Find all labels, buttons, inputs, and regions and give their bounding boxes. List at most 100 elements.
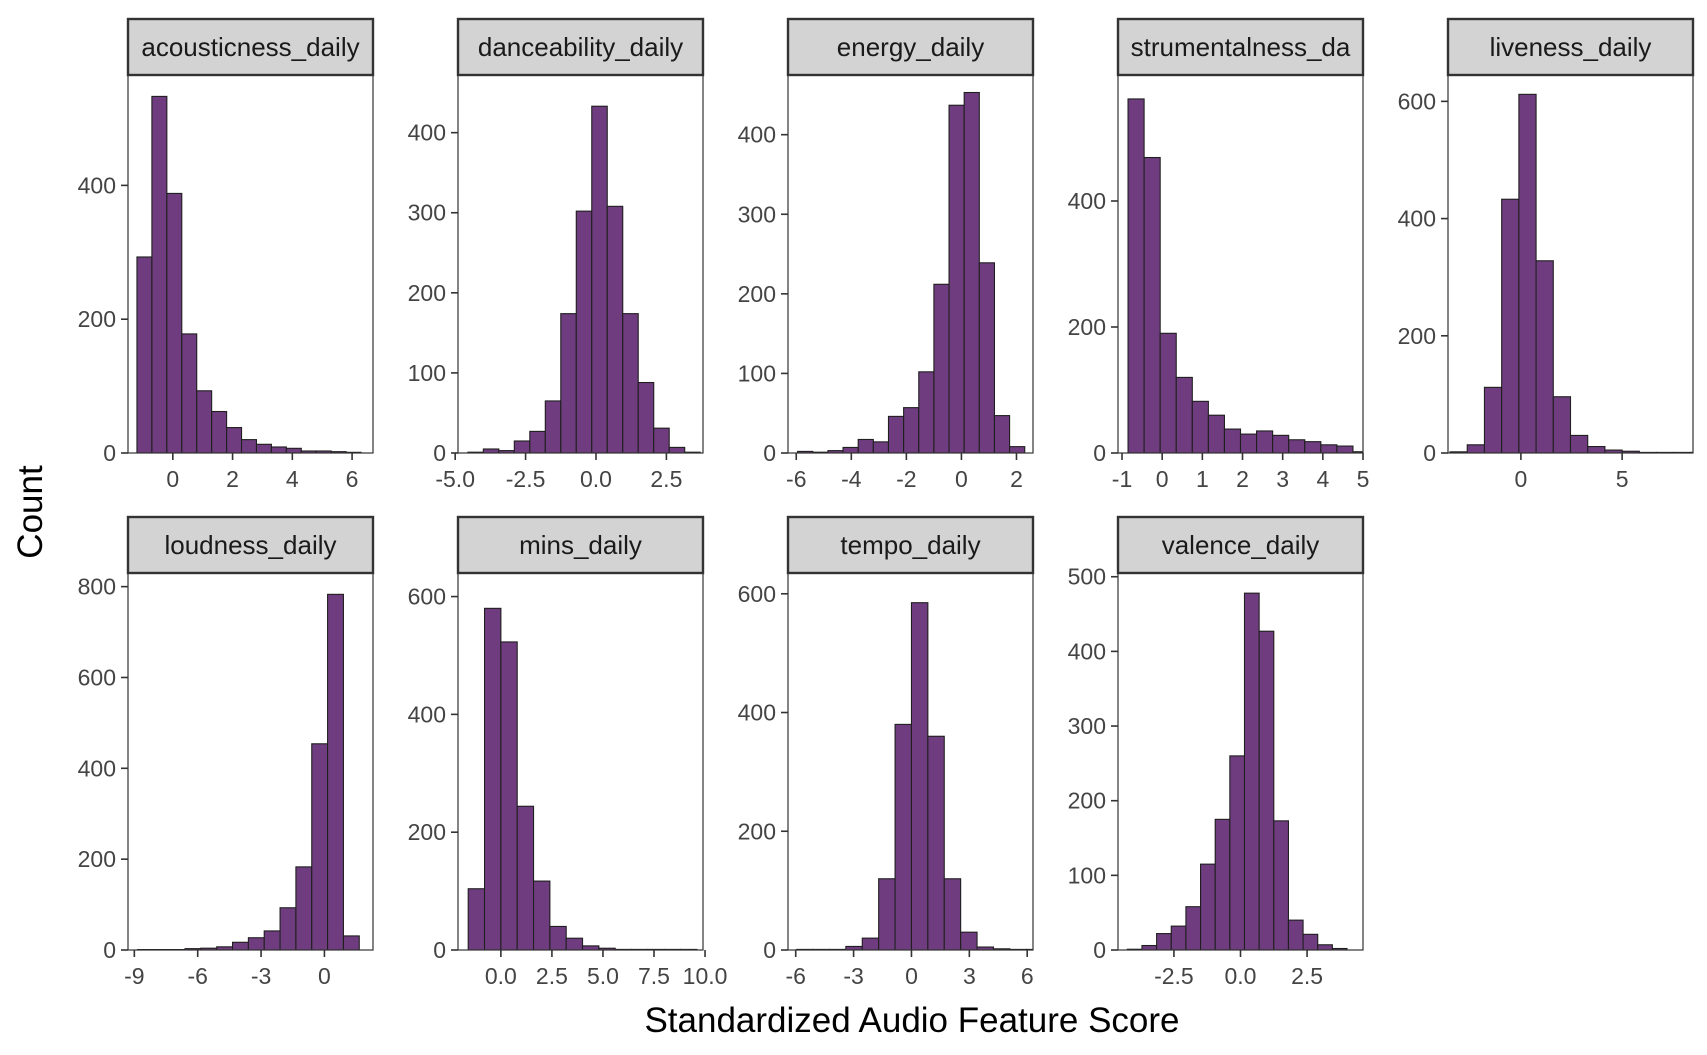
histogram-bar [327,593,344,950]
facet-strip [126,515,375,575]
x-tick-label: 4 [286,466,299,492]
x-tick-label: -2 [896,466,916,492]
x-tick-label: -4 [841,466,862,492]
histogram-bar [1175,376,1193,453]
x-tick-label: -1 [1112,466,1132,492]
y-tick-label: 100 [408,360,446,386]
y-tick-label: 400 [738,700,776,726]
histogram-bar [565,937,584,950]
x-tick-label: 0 [1156,466,1169,492]
y-tick-label: 0 [763,440,776,466]
histogram-bar [842,446,859,453]
x-tick-label: -2.5 [1154,963,1194,989]
x-tick-label: 7.5 [638,963,670,989]
y-tick-label: 300 [738,201,776,227]
histogram-bar [1336,445,1354,453]
y-tick-label: 0 [1093,937,1106,963]
histogram-bar [1272,434,1290,453]
facet-strip [1446,17,1695,77]
y-tick-label: 600 [738,581,776,607]
histogram-bar [1185,906,1202,950]
histogram-bar [544,400,562,453]
histogram-bar [1159,332,1177,453]
histogram-bar [529,430,546,453]
panel-mins_daily: mins_daily 0 200 400 600 0.0 2.5 5.0 7.5 10.0 [408,515,727,989]
histogram-bar [311,743,329,950]
histogram-bar [978,262,996,453]
y-axis-title: Count [11,465,50,559]
histogram-bar [1331,947,1348,950]
histogram-bar [1127,98,1145,453]
y-tick-label: 400 [408,701,446,727]
histogram-bar [1317,944,1333,950]
histogram-bars [136,95,362,453]
histogram-bar [1288,439,1306,453]
y-tick-label: 200 [1068,788,1106,814]
x-tick-label: 0 [166,466,179,492]
histogram-bar [549,925,567,950]
panel-border [1447,74,1694,454]
histogram-bar [1156,933,1172,950]
histogram-bar [1302,933,1319,950]
histogram-bar [1200,863,1216,950]
x-tick-label: 0 [1514,466,1527,492]
histogram-bar [1229,755,1246,950]
facet-strip [1116,515,1365,575]
histogram-bar [910,602,929,950]
histogram-bar [166,192,183,453]
histogram-bar [606,205,624,453]
histogram-bar [483,607,502,950]
x-tick-label: 2 [1010,466,1023,492]
histogram-bar [1273,820,1289,950]
y-tick-label: 200 [408,819,446,845]
y-tick-label: 0 [103,440,116,466]
y-tick-label: 200 [408,280,446,306]
y-tick-label: 600 [78,664,116,690]
histogram-bar [887,415,905,453]
x-tick-label: 3 [1276,466,1289,492]
histogram-bar [960,931,978,950]
panel-valence_daily: valence_daily 0 100 200 300 400 500 -2.5 0.0 2.5 [1068,515,1365,989]
histogram-bar [581,945,600,950]
histogram-bar [240,439,258,453]
panel-border [457,572,704,951]
panel-tempo_daily: tempo_daily 0 200 400 600 -6 -3 0 3 6 [738,515,1035,989]
panel-danceability_daily: danceability_daily 0 100 200 300 400 -5.0 -2.5 0… [408,17,705,492]
y-tick-label: 0 [103,937,116,963]
x-tick-label: 0 [955,466,968,492]
histogram-bar [196,390,213,453]
histogram-bar [1552,396,1572,453]
x-tick-label: -3 [251,963,271,989]
y-tick-label: 400 [78,755,116,781]
histogram-bar [1143,156,1161,453]
x-tick-label: -3 [843,963,863,989]
histogram-bar [1304,441,1322,453]
facet-strip-label: liveness_daily [1490,32,1652,62]
x-tick-label: 4 [1316,466,1329,492]
y-tick-label: 200 [1068,314,1106,340]
y-tick-label: 300 [1068,713,1106,739]
histogram-bar [903,407,920,453]
histogram-bar [270,446,287,453]
y-tick-label: 200 [78,306,116,332]
histogram-bar [963,91,980,453]
facet-strip-label: acousticness_daily [141,32,359,62]
histogram-bar [226,427,243,453]
histogram-bar [1535,260,1554,453]
x-tick-label: 5 [1616,466,1629,492]
histogram-bars [467,607,698,950]
histogram-bar [591,105,608,453]
histogram-bar [211,410,228,453]
y-tick-label: 400 [738,122,776,148]
histogram-bar [560,313,577,453]
y-tick-label: 0 [1093,440,1106,466]
histogram-bar [668,446,686,453]
histogram-bar [637,381,655,453]
x-tick-label: 0.0 [485,963,517,989]
y-tick-label: 400 [1398,206,1436,232]
y-tick-label: 0 [433,937,446,963]
histogram-bar [943,878,962,950]
histogram-bar [1287,919,1304,950]
histogram-bar [467,888,486,950]
